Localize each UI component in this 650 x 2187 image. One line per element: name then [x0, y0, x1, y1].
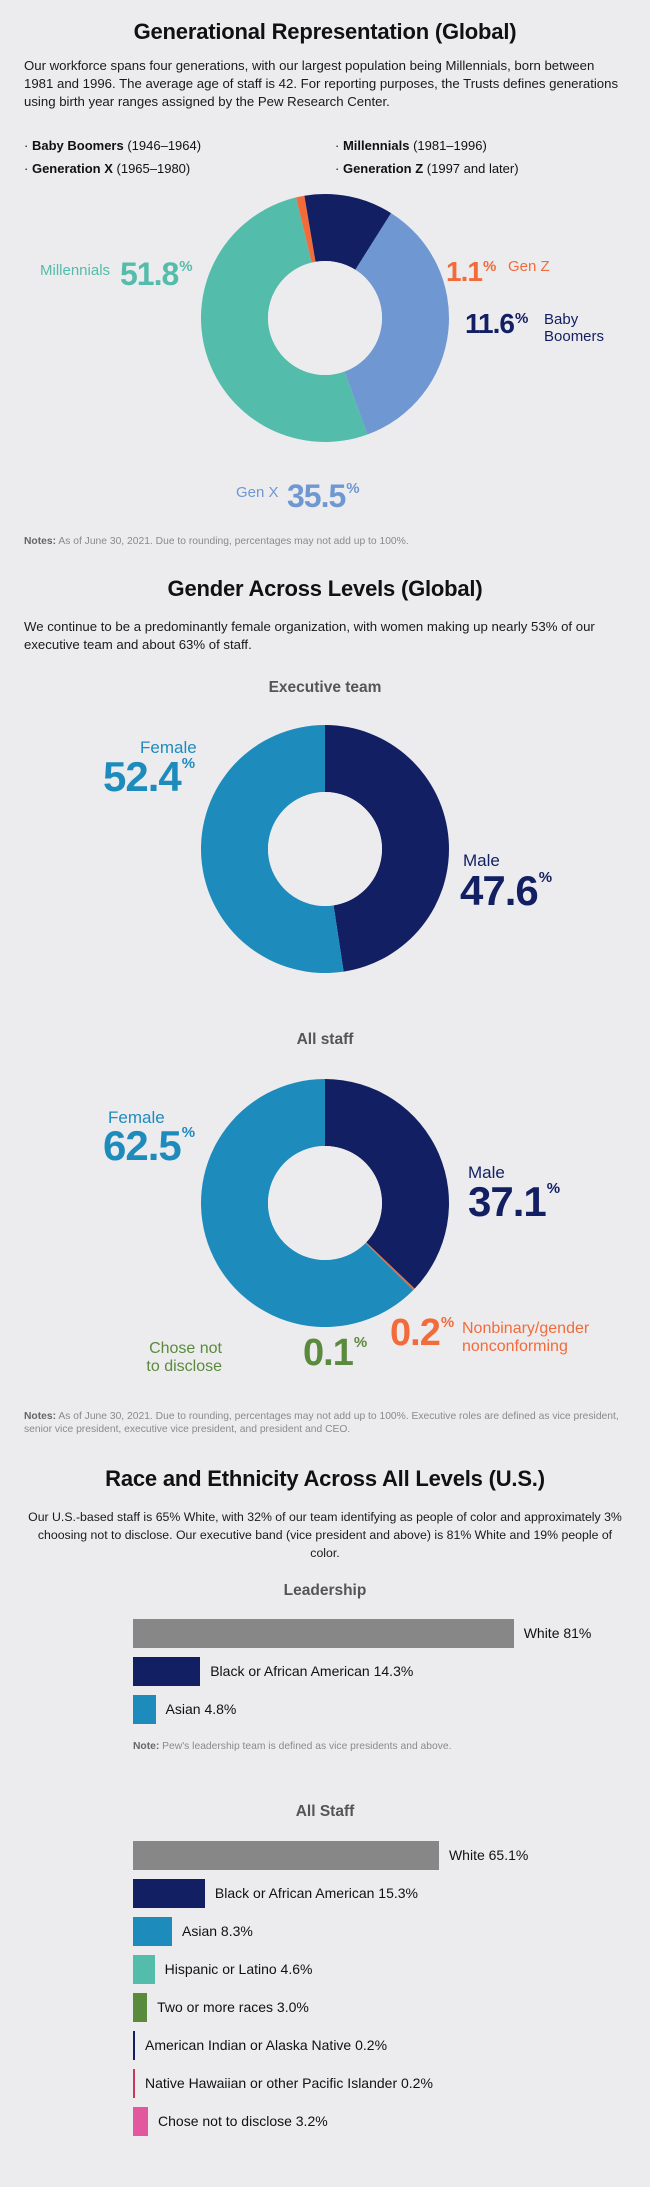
bar-label-black-or-african-american: Black or African American 14.3% [210, 1663, 414, 1679]
exec-female-name: Female [140, 738, 197, 757]
bar-label-hispanic-or-latino: Hispanic or Latino 4.6% [164, 1961, 313, 1977]
staff-male-name: Male [468, 1163, 505, 1182]
gender-note: Notes: As of June 30, 2021. Due to round… [24, 1411, 619, 1435]
donut-hole [268, 261, 382, 375]
race-title: Race and Ethnicity Across All Levels (U.… [105, 1466, 545, 1491]
exec-team-title: Executive team [268, 679, 382, 696]
generations-note: Notes: As of June 30, 2021. Due to round… [24, 536, 409, 547]
bar-native-hawaiian-or-other-pacific-islander [133, 2069, 135, 2098]
all-staff-title: All staff [296, 1031, 354, 1048]
bar-white [133, 1619, 514, 1648]
bar-american-indian-or-alaska-native [133, 2031, 135, 2060]
label-boomers-value: 11.6% [465, 308, 529, 339]
slice-female [201, 1079, 414, 1327]
staff-undisclosed-value: 0.1% [303, 1332, 368, 1374]
bar-label-asian: Asian 8.3% [182, 1923, 253, 1939]
slice-millennials [200, 197, 368, 443]
legend-generation-z: · Generation Z (1997 and later) [335, 161, 519, 176]
bar-asian [133, 1917, 172, 1946]
slice-gen-z [296, 195, 316, 263]
exec-female-value: 52.4% [103, 753, 196, 800]
donut-hole [268, 792, 382, 906]
bar-label-white: White 65.1% [448, 1847, 529, 1863]
bar-label-asian: Asian 4.8% [165, 1701, 237, 1717]
slice-chose-not-to-disclose [365, 1242, 414, 1291]
exec-male-name: Male [463, 851, 500, 870]
bar-label-two-or-more-races: Two or more races 3.0% [157, 1999, 309, 2015]
race-intro: Our U.S.-based staff is 65% White, with … [28, 1510, 622, 1560]
bar-asian [133, 1695, 156, 1724]
slice-gen-x [344, 213, 449, 435]
staff-undisclosed-name: Chose not to disclose [146, 1340, 222, 1375]
label-genz-name: Gen Z [508, 258, 550, 275]
staff-female-name: Female [108, 1108, 165, 1127]
gender-title: Gender Across Levels (Global) [167, 576, 483, 601]
label-genx-name: Gen X [236, 484, 279, 501]
bar-black-or-african-american [133, 1657, 201, 1686]
slice-baby-boomers [304, 194, 392, 270]
label-genx-value: 35.5% [287, 478, 360, 514]
bar-hispanic-or-latino [133, 1955, 155, 1984]
exec-male-value: 47.6% [460, 867, 553, 914]
bar-label-american-indian-or-alaska-native: American Indian or Alaska Native 0.2% [145, 2037, 388, 2053]
bar-black-or-african-american [133, 1879, 205, 1908]
staff-male-value: 37.1% [468, 1178, 561, 1225]
bar-chose-not-to-disclose [133, 2107, 149, 2136]
legend-millennials: · Millennials (1981–1996) [335, 138, 487, 153]
leadership-title: Leadership [283, 1582, 367, 1599]
staff-nonbinary-name: Nonbinary/gender nonconforming [462, 1320, 590, 1355]
bar-label-black-or-african-american: Black or African American 15.3% [214, 1885, 419, 1901]
slice-male [325, 1079, 449, 1289]
slice-nonbinary-gender-nonconforming [365, 1242, 415, 1290]
staff-nonbinary-value: 0.2% [390, 1312, 455, 1354]
legend-baby-boomers: · Baby Boomers (1946–1964) [24, 138, 202, 153]
donut-hole [268, 1146, 382, 1260]
bar-label-native-hawaiian-or-other-pacific-islander: Native Hawaiian or other Pacific Islande… [145, 2075, 433, 2091]
staff-female-value: 62.5% [103, 1122, 196, 1169]
generations-intro: Our workforce spans four generations, wi… [24, 58, 619, 109]
label-boomers-name: Baby Boomers [544, 311, 605, 345]
label-millennials-value: 51.8% [120, 256, 193, 292]
bar-label-chose-not-to-disclose: Chose not to disclose 3.2% [158, 2113, 328, 2129]
label-genz-value: 1.1% [446, 256, 497, 287]
bar-label-white: White 81% [523, 1625, 592, 1641]
legend-generation-x: · Generation X (1965–1980) [24, 161, 191, 176]
generations-title: Generational Representation (Global) [133, 19, 517, 44]
bar-white [133, 1841, 439, 1870]
gender-intro: We continue to be a predominantly female… [24, 619, 595, 652]
all-staff-race-title: All Staff [295, 1803, 355, 1820]
leadership-note: Note: Pew's leadership team is defined a… [133, 1741, 452, 1752]
slice-male [325, 725, 449, 972]
label-millennials-name: Millennials [40, 262, 111, 279]
slice-female [200, 725, 344, 973]
bar-two-or-more-races [133, 1993, 148, 2022]
